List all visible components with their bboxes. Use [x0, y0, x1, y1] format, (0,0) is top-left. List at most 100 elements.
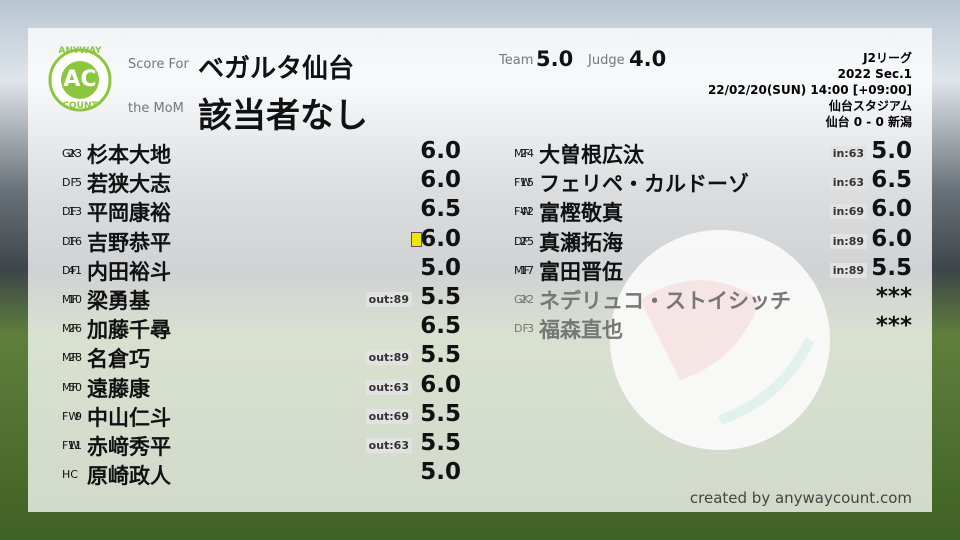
rating: 5.5	[420, 400, 461, 427]
player-name: 名倉巧	[87, 347, 150, 372]
player-name: 中山仁斗	[87, 405, 171, 430]
player-position: GK	[514, 293, 530, 306]
sub-note: out:89	[365, 292, 412, 307]
player-number: 28	[68, 351, 82, 365]
player-name: 真瀬拓海	[539, 230, 623, 255]
player-name: 富田晋伍	[539, 259, 623, 284]
player-number: 50	[68, 380, 82, 394]
player-position: DF	[62, 263, 77, 277]
player-number: 42	[520, 205, 534, 219]
player-position: MF	[62, 351, 78, 365]
rating: 6.0	[871, 196, 912, 223]
logo-bottom: COUNT	[62, 101, 98, 111]
player-name: 内田裕斗	[87, 259, 171, 284]
rating: 5.0	[871, 138, 912, 164]
rating: 6.5	[871, 167, 912, 194]
player-position: MF	[62, 322, 78, 336]
section: 2022 Sec.1	[837, 67, 912, 81]
logo	[48, 48, 112, 112]
judge-score: 4.0	[629, 47, 667, 71]
player-number: 23	[68, 147, 82, 160]
rating: 6.0	[420, 167, 461, 194]
player-number: 24	[520, 147, 534, 160]
player-number: 11	[68, 439, 82, 452]
player-number: 13	[68, 205, 82, 219]
sub-note: out:89	[365, 350, 412, 366]
player-number: 26	[68, 322, 82, 336]
player-name: 大曽根広汰	[539, 143, 644, 167]
mom: 該当者なし	[198, 96, 368, 136]
sub-note: out:63	[365, 438, 412, 453]
rating: ***	[875, 313, 912, 340]
team-score: 5.0	[536, 47, 574, 71]
player-position: MF	[514, 263, 530, 277]
rating: 6.0	[420, 371, 461, 398]
player-position: MF	[62, 293, 78, 306]
player-name: 原崎政人	[87, 464, 171, 489]
player-name: フェリペ・カルドーゾ	[539, 172, 749, 197]
rating: 5.5	[871, 254, 912, 281]
logo-top: ANYWAY	[58, 46, 102, 56]
rating: 5.0	[420, 254, 461, 281]
sub-note: in:63	[829, 146, 867, 161]
rating: 6.0	[420, 225, 461, 252]
league: J2リーグ	[863, 51, 912, 65]
player-name: 遠藤康	[87, 376, 150, 401]
player-name: 平岡康裕	[87, 201, 171, 226]
player-number: 15	[520, 176, 534, 190]
result: 仙台 0 - 0 新潟	[825, 115, 912, 129]
player-number: 5	[75, 176, 82, 190]
player-position: MF	[62, 380, 78, 394]
rating: 5.0	[420, 459, 461, 486]
sub-note: in:69	[829, 204, 867, 220]
rating: 5.5	[420, 342, 461, 369]
label: Team	[499, 53, 534, 68]
player-number: 10	[68, 293, 82, 306]
rating: 6.0	[420, 138, 461, 164]
sub-note: out:63	[365, 379, 412, 395]
datetime: 22/02/20(SUN) 14:00 [+09:00]	[707, 83, 912, 97]
sub-note: in:89	[829, 262, 867, 278]
player-number: 22	[520, 293, 534, 306]
player-number: 25	[520, 234, 534, 248]
player-position: DF	[62, 176, 77, 190]
player-name: 福森直也	[539, 318, 623, 343]
rating: 6.0	[871, 225, 912, 252]
player-name: 若狭大志	[87, 172, 171, 197]
player-name: 杉本大地	[87, 143, 171, 167]
team: ベガルタ仙台	[198, 54, 355, 84]
sub-note: in:89	[829, 233, 867, 249]
player-number: 9	[75, 409, 82, 423]
footer: created by anywaycount.com	[689, 489, 912, 507]
player-number: 3	[527, 322, 534, 336]
label: Score For	[128, 57, 189, 72]
rating: ***	[875, 284, 912, 310]
player-name: 赤﨑秀平	[87, 435, 171, 459]
player-position: GK	[62, 147, 78, 160]
player-position: FW	[62, 409, 80, 423]
player-position: FW	[62, 439, 80, 452]
yellow-card	[411, 231, 422, 247]
match-info: J2リーグ 2022 Sec.1 22/02/20(SUN) 14:00 [+0…	[708, 50, 912, 130]
player-position: MF	[514, 147, 530, 160]
player-position: DF	[62, 234, 77, 248]
player-position: FW	[514, 176, 532, 190]
panel	[28, 28, 932, 512]
logo-mid: AC	[63, 67, 97, 92]
rating: 5.5	[420, 284, 461, 310]
label: the MoM	[128, 101, 184, 116]
sub-note: in:63	[829, 175, 867, 191]
player-name: ネデリュコ・ストイシッチ	[539, 289, 791, 313]
sub-note: out:69	[365, 408, 412, 424]
label: Judge	[588, 53, 625, 68]
rating: 5.5	[420, 430, 461, 456]
rating: 6.5	[420, 196, 461, 223]
player-name: 加藤千尋	[87, 318, 171, 343]
player-number: 41	[68, 263, 82, 277]
player-position: DF	[514, 234, 529, 248]
player-position: HC	[62, 468, 78, 482]
player-number: 16	[68, 234, 82, 248]
player-name: 梁勇基	[87, 289, 150, 313]
player-name: 富樫敬真	[539, 201, 623, 226]
